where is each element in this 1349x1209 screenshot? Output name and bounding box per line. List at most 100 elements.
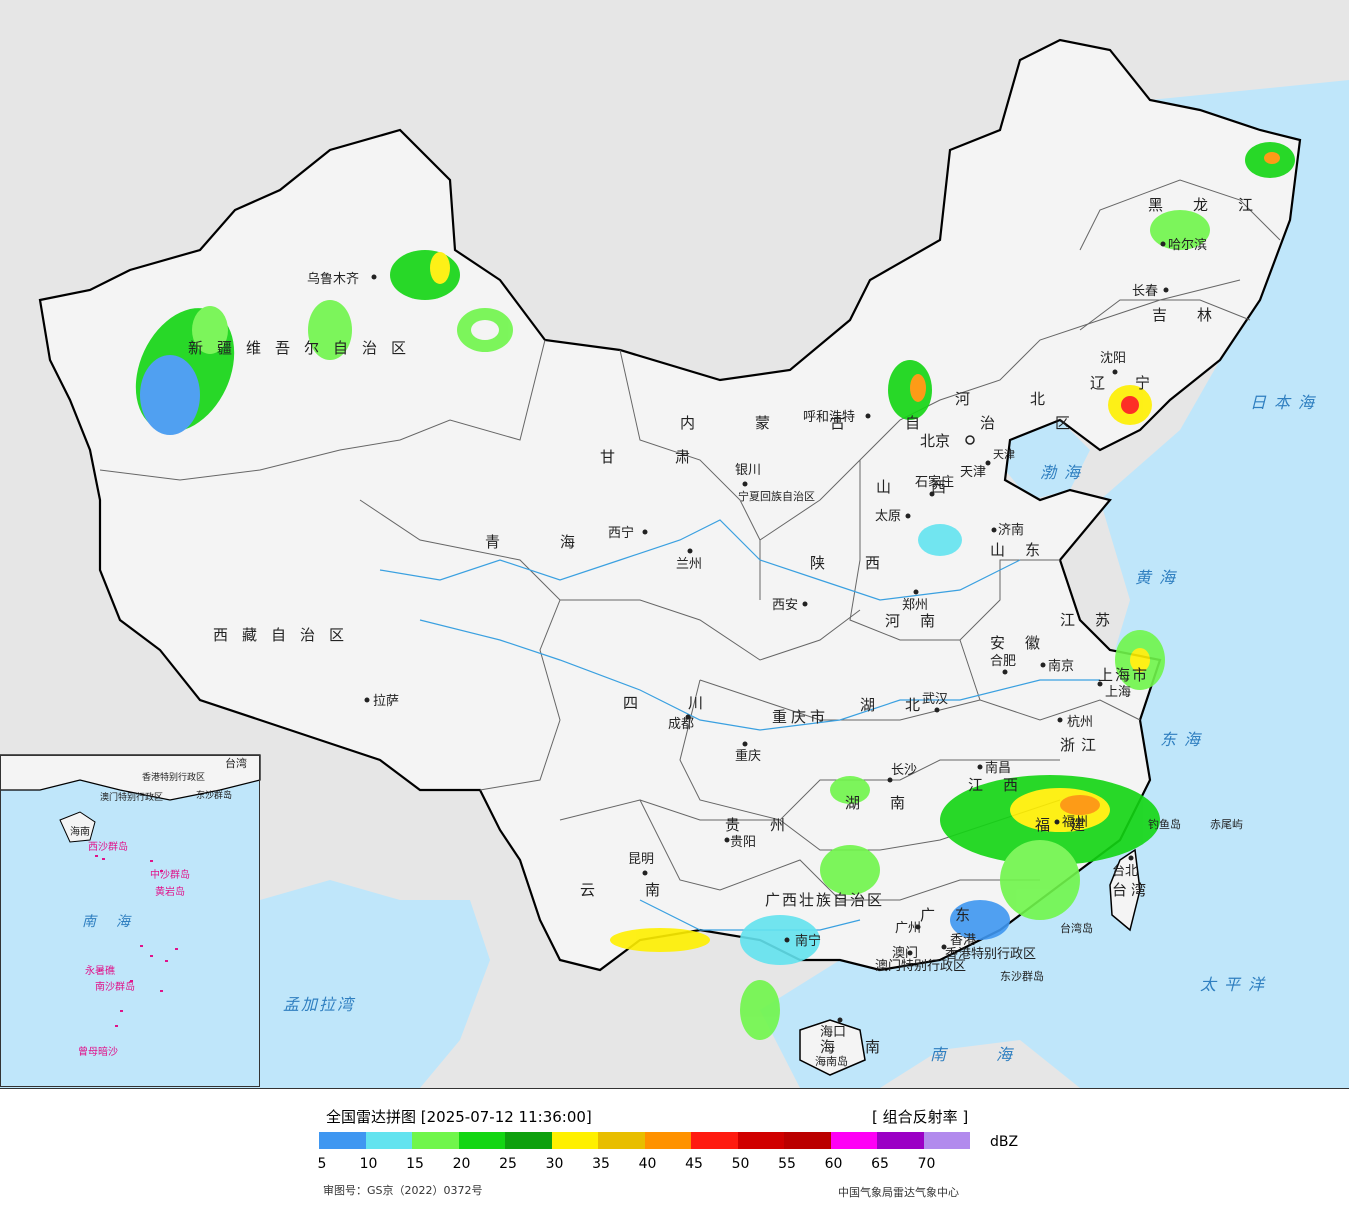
sea-bay-of-bengal (260, 880, 490, 1088)
label-hebei: 河北 (955, 390, 1105, 408)
tick-label: 45 (685, 1156, 703, 1172)
legend-unit: dBZ (990, 1134, 1019, 1150)
city-guiyang: 贵阳 (730, 835, 756, 850)
inset-huangyan: 黄岩岛 (155, 885, 185, 898)
sea-label-japan: 日本海 (1250, 393, 1322, 412)
tick-label: 10 (359, 1156, 378, 1172)
approval-number: 审图号：GS京（2022）0372号 (323, 1184, 483, 1197)
inset-dongsha: 东沙群岛 (196, 789, 232, 801)
tick-label: 30 (545, 1156, 564, 1172)
south-china-sea-inset (0, 755, 260, 1087)
labels-layer: 新疆维吾尔自治区 西藏自治区 青海 甘肃 内蒙古自治区 黑龙江 吉林 辽宁 河北… (70, 196, 1322, 1068)
tick-label: 35 (592, 1156, 610, 1172)
color-swatch (784, 1132, 831, 1149)
radar-map: 新疆维吾尔自治区 西藏自治区 青海 甘肃 内蒙古自治区 黑龙江 吉林 辽宁 河北… (0, 0, 1349, 1088)
color-swatch (737, 1132, 784, 1149)
city-taiyuan: 太原 (875, 509, 901, 524)
inset-hk: 香港特别行政区 (142, 771, 205, 783)
color-swatch (551, 1132, 598, 1149)
tick-label: 55 (778, 1156, 796, 1172)
color-swatch (458, 1132, 505, 1149)
inset-hainan (59, 811, 96, 843)
inset-sea-south: 南海 (82, 914, 150, 930)
city-chengdu: 成都 (668, 717, 694, 732)
hainan-island (799, 1019, 866, 1076)
color-swatch (365, 1132, 412, 1149)
label-fujian: 福建 (1035, 816, 1105, 834)
label-jilin: 吉林 (1152, 306, 1242, 324)
city-guangzhou: 广州 (895, 921, 921, 936)
city-jinan: 济南 (998, 522, 1024, 538)
inset-yongshu: 永暑礁 (85, 964, 115, 977)
inset-macau: 澳门特别行政区 (100, 791, 163, 803)
label-neimenggu: 内蒙古自治区 (680, 414, 1130, 432)
color-swatch (319, 1132, 366, 1149)
label-shanxi: 山西 (876, 478, 986, 496)
tick-label: 5 (317, 1156, 327, 1172)
label-liaoning: 辽宁 (1090, 374, 1180, 392)
sea-bohai (1005, 420, 1090, 500)
label-shanghai: 上海市 (1098, 666, 1149, 684)
label-guangxi: 广西壮族自治区 (765, 891, 884, 909)
tick-label: 25 (499, 1156, 517, 1172)
city-lhasa: 拉萨 (373, 694, 399, 709)
city-haikou: 海口 (820, 1025, 846, 1040)
island-taiwan: 台湾岛 (1060, 921, 1093, 935)
city-beijing: 北京 (920, 432, 950, 450)
color-swatch (877, 1132, 924, 1149)
city-yinchuan: 银川 (735, 463, 761, 478)
sea-east (760, 80, 1349, 1088)
city-wuhan: 武汉 (922, 692, 948, 707)
sea-label-yellow: 黄海 (1135, 568, 1183, 587)
sea-label-east: 东海 (1160, 730, 1208, 749)
tick-label: 65 (871, 1156, 889, 1172)
label-ningxia: 宁夏回族自治区 (738, 489, 815, 503)
city-fuzhou: 福州 (1062, 815, 1088, 830)
city-xining: 西宁 (608, 525, 634, 541)
label-xinjiang: 新疆维吾尔自治区 (188, 339, 420, 357)
city-hongkong: 香港 (950, 933, 976, 948)
sea-label-pacific: 太平洋 (1200, 975, 1272, 994)
city-urumqi: 乌鲁木齐 (307, 271, 359, 287)
city-hangzhou: 杭州 (1067, 715, 1093, 730)
tick-label: 40 (638, 1156, 657, 1172)
city-nanjing: 南京 (1048, 658, 1074, 674)
color-swatch (598, 1132, 645, 1149)
label-jiangxi: 江西 (968, 776, 1038, 794)
label-qinghai: 青海 (485, 533, 635, 551)
city-kunming: 昆明 (628, 852, 654, 867)
tick-label: 70 (917, 1156, 936, 1172)
label-heilongjiang: 黑龙江 (1148, 196, 1283, 214)
label-hongkong-sar: 香港特别行政区 (945, 947, 1036, 962)
label-shandong: 山东 (990, 541, 1060, 559)
inset-nansha: 南沙群岛 (95, 980, 135, 993)
color-scale-ticks: 5 10 15 20 25 30 35 40 45 50 55 60 65 70 (0, 1156, 1000, 1174)
city-taipei: 台北 (1112, 864, 1138, 879)
china-landmass (38, 38, 1302, 972)
label-shaanxi: 陕西 (810, 554, 920, 572)
map-canvas (0, 38, 1349, 1088)
city-zhengzhou: 郑州 (902, 598, 928, 613)
city-harbin: 哈尔滨 (1168, 237, 1207, 253)
city-markers (364, 241, 1169, 1023)
color-swatch (830, 1132, 877, 1149)
city-tianjin: 天津 (960, 465, 986, 480)
credit-text: 中国气象局雷达气象中心 (838, 1186, 959, 1199)
label-guangdong: 广东 (920, 906, 990, 924)
label-taiwan: 台湾 (1112, 881, 1150, 899)
city-shenyang: 沈阳 (1100, 351, 1126, 366)
city-changsha: 长沙 (891, 763, 917, 778)
color-swatch (691, 1132, 738, 1149)
label-hunan: 湖南 (845, 794, 935, 812)
legend-product: [ 组合反射率 ] (872, 1108, 969, 1126)
label-anhui: 安徽 (990, 634, 1060, 652)
legend-title: 全国雷达拼图 [2025-07-12 11:36:00] (326, 1108, 592, 1126)
label-henan: 河南 (885, 612, 955, 630)
city-xian: 西安 (772, 598, 798, 613)
inset-taiwan: 台湾 (225, 756, 247, 770)
sea-label-south: 南海 (930, 1045, 1062, 1064)
color-scale-bar (319, 1132, 970, 1149)
tick-label: 50 (731, 1156, 750, 1172)
radar-echoes (135, 142, 1295, 1040)
label-xizang: 西藏自治区 (213, 626, 358, 644)
